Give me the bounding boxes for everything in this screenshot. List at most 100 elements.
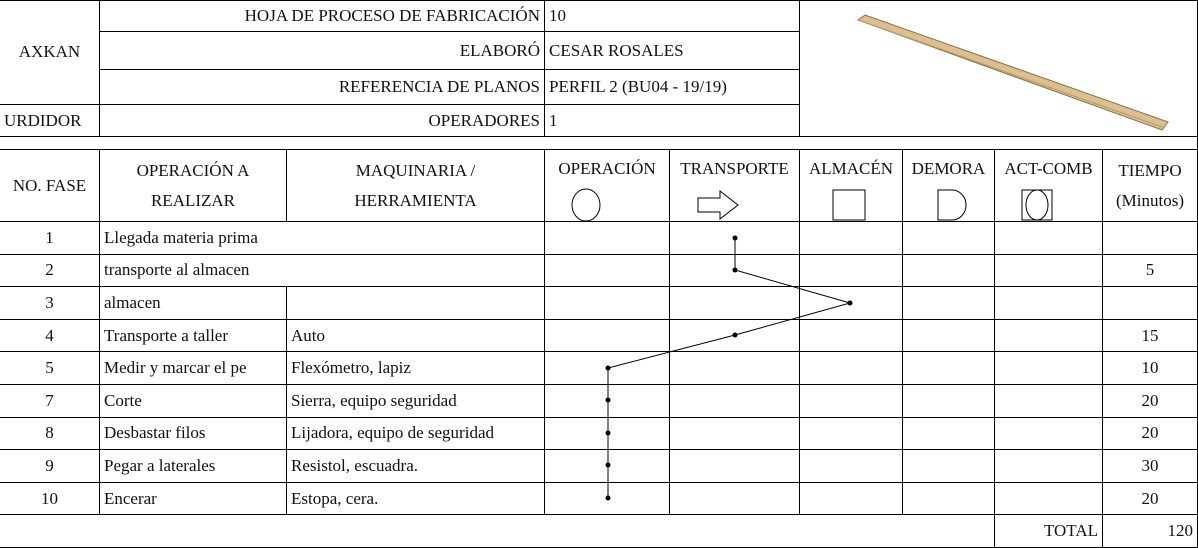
symbol-cell xyxy=(670,222,800,255)
field-value-text: 1 xyxy=(549,110,558,130)
tool: Auto xyxy=(287,319,545,353)
symbol-cell xyxy=(670,385,800,418)
symbol-cell xyxy=(670,319,800,353)
field-value-text: 10 xyxy=(549,5,566,25)
time-text: 5 xyxy=(1145,260,1155,280)
symbol-cell xyxy=(545,385,670,418)
tool: Sierra, equipo seguridad xyxy=(287,385,545,418)
image-cell xyxy=(800,0,1198,137)
column-header-line: ACT-COMB xyxy=(1004,159,1093,178)
symbol-cell xyxy=(800,417,903,451)
spacer-row xyxy=(0,137,1198,150)
tool xyxy=(287,287,545,320)
symbol-cell xyxy=(903,385,995,418)
phase: 4 xyxy=(0,319,100,353)
tool-text: Flexómetro, lapiz xyxy=(291,358,411,378)
symbol-cell xyxy=(995,352,1103,385)
symbol-cell xyxy=(903,319,995,353)
tool: Flexómetro, lapiz xyxy=(287,352,545,385)
column-header: OPERACIÓN xyxy=(545,150,670,222)
symbol-cell xyxy=(670,417,800,451)
time-text: 20 xyxy=(1141,390,1159,410)
time: 15 xyxy=(1103,319,1198,353)
phase: 9 xyxy=(0,450,100,483)
phase-text: 7 xyxy=(45,390,54,410)
tool-text: Estopa, cera. xyxy=(291,488,379,508)
phase-text: 3 xyxy=(45,292,54,312)
time-text: 15 xyxy=(1141,325,1159,345)
symbol-cell xyxy=(995,417,1103,451)
symbol-cell xyxy=(545,482,670,516)
tool: Estopa, cera. xyxy=(287,482,545,516)
symbol-cell xyxy=(800,385,903,418)
symbol-cell xyxy=(545,450,670,483)
field-label: ELABORÓ xyxy=(100,32,545,70)
symbol-cell xyxy=(995,222,1103,255)
column-header-line: ALMACÉN xyxy=(808,159,894,178)
tool xyxy=(287,254,545,288)
column-header-line: MAQUINARIA / xyxy=(355,160,476,180)
phase-text: 2 xyxy=(45,260,54,280)
symbol-cell xyxy=(545,287,670,320)
operation-text: Medir y marcar el pe xyxy=(104,358,247,378)
operation-text: Desbastar filos xyxy=(104,423,206,443)
symbol-cell xyxy=(995,254,1103,288)
symbol-cell xyxy=(903,417,995,451)
column-header-line: (Minutos) xyxy=(1116,190,1184,210)
phase-text: 8 xyxy=(45,423,54,443)
operation: Corte xyxy=(100,385,287,418)
column-header-line: OPERACIÓN A xyxy=(136,160,250,180)
symbol-cell xyxy=(545,417,670,451)
phase: 7 xyxy=(0,385,100,418)
time-text: 20 xyxy=(1141,423,1159,443)
operation-text: Transporte a taller xyxy=(104,325,229,345)
time-text: 30 xyxy=(1141,455,1159,475)
phase: 5 xyxy=(0,352,100,385)
operation-text: Llegada materia prima xyxy=(104,227,258,247)
column-header: MAQUINARIA / HERRAMIENTA xyxy=(287,150,545,222)
symbol-cell xyxy=(670,352,800,385)
total-spacer xyxy=(0,515,995,548)
symbol-cell xyxy=(800,450,903,483)
symbol-cell xyxy=(800,482,903,516)
symbol-cell xyxy=(800,254,903,288)
time: 20 xyxy=(1103,385,1198,418)
time: 20 xyxy=(1103,482,1198,516)
column-header-line: OPERACIÓN xyxy=(558,159,656,178)
tool-text: Sierra, equipo seguridad xyxy=(291,390,457,410)
column-header: TIEMPO (Minutos) xyxy=(1103,150,1198,222)
area-text: URDIDOR xyxy=(4,110,82,130)
symbol-cell xyxy=(670,450,800,483)
column-header: OPERACIÓN A REALIZAR xyxy=(100,150,287,222)
symbol-cell xyxy=(670,254,800,288)
symbol-cell xyxy=(545,254,670,288)
field-value: CESAR ROSALES xyxy=(545,32,800,70)
symbol-cell xyxy=(800,222,903,255)
operation-text: Pegar a laterales xyxy=(104,455,216,475)
time: 30 xyxy=(1103,450,1198,483)
field-value: 1 xyxy=(545,105,800,137)
column-header: NO. FASE xyxy=(0,150,100,222)
time: 20 xyxy=(1103,417,1198,451)
operation: Llegada materia prima xyxy=(100,222,287,255)
phase: 3 xyxy=(0,287,100,320)
column-header-line: TRANSPORTE xyxy=(680,159,789,178)
symbol-cell xyxy=(545,352,670,385)
operation: almacen xyxy=(100,287,287,320)
operation-text: Encerar xyxy=(104,488,157,508)
symbol-cell xyxy=(995,319,1103,353)
time xyxy=(1103,287,1198,320)
phase: 1 xyxy=(0,222,100,255)
field-label-text: ELABORÓ xyxy=(459,40,540,60)
column-header: ALMACÉN xyxy=(800,150,903,222)
symbol-cell xyxy=(670,482,800,516)
field-label: REFERENCIA DE PLANOS xyxy=(100,70,545,105)
field-value-text: CESAR ROSALES xyxy=(549,40,684,60)
operation-text: transporte al almacen xyxy=(104,260,250,280)
phase-text: 1 xyxy=(45,227,54,247)
field-label: HOJA DE PROCESO DE FABRICACIÓN xyxy=(100,0,545,32)
field-value-text: PERFIL 2 (BU04 - 19/19) xyxy=(549,77,727,96)
total-label: TOTAL xyxy=(995,515,1103,548)
time-text: 20 xyxy=(1141,488,1159,508)
